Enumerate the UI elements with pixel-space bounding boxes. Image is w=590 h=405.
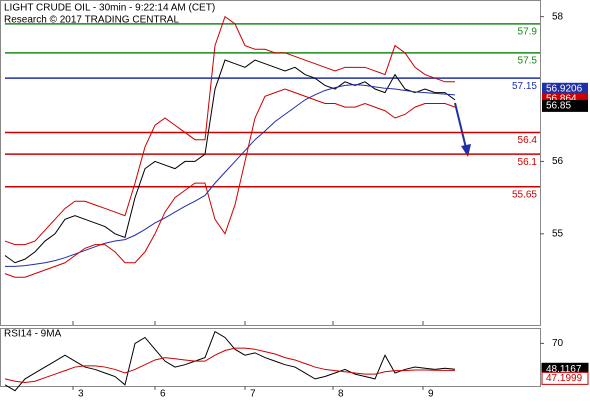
rsi-panel [0,328,541,387]
value-tag-label: 56.9206 [546,83,583,94]
value-tag-label: 56.85 [546,101,571,112]
y-tick-label: 56 [552,156,564,167]
y-tick-label: 55 [552,228,564,239]
x-tick-label: 9 [428,389,434,400]
x-tick-label: 3 [78,389,84,400]
x-tick-label: 6 [160,389,166,400]
level-label: 56.1 [518,157,538,168]
level-label: 57.9 [518,27,538,38]
series-line [4,88,456,278]
x-tick-label: 7 [250,389,256,400]
series-line [4,330,456,392]
value-tag [542,82,588,95]
level-label: 57.5 [518,55,538,66]
value-tag [541,371,589,385]
level-label: 56.4 [518,135,538,146]
value-tag [542,99,588,112]
value-tag-label: 47.1999 [546,373,583,384]
chart-title: LIGHT CRUDE OIL - 30min - 9:22:14 AM (CE… [4,3,215,14]
series-line [4,15,455,246]
forecast-arrow [454,102,471,157]
y-tick-label: 70 [552,338,564,349]
y-tick-label: 58 [552,11,564,22]
value-tag-label: 48.1167 [546,364,582,375]
level-label: 57.15 [512,81,537,92]
rsi-title: RSI14 - 9MA [4,329,62,340]
value-tag-label: 56.864 [546,94,577,105]
chart-subtitle: Research © 2017 TRADING CENTRAL [4,15,179,26]
series-line [4,347,455,383]
x-tick-label: 8 [338,389,344,400]
series-line [4,59,456,264]
level-label: 55.65 [512,189,537,200]
price-panel [0,0,541,326]
